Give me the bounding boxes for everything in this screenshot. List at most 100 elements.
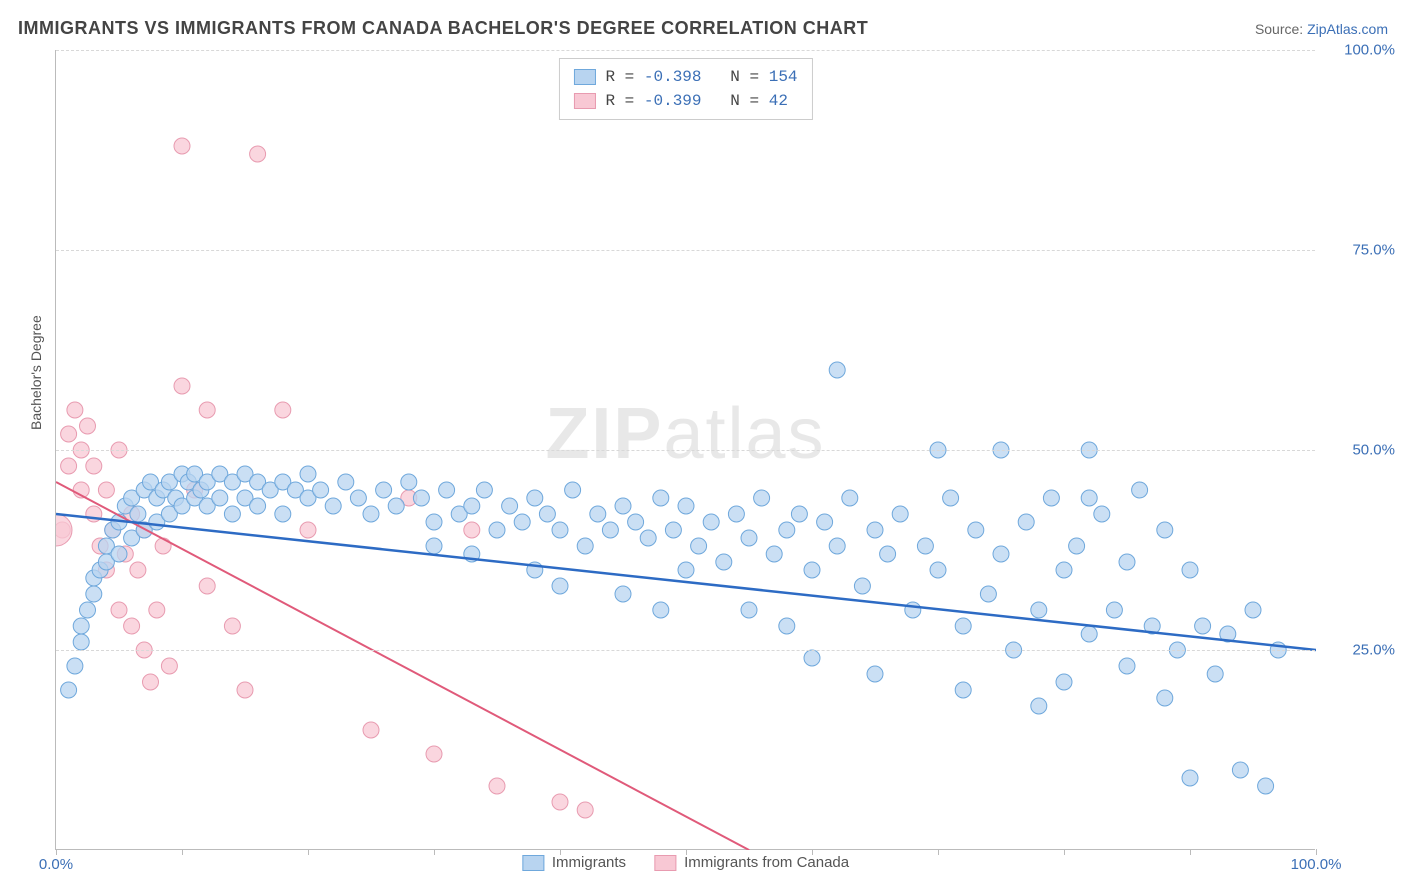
data-point-immigrants <box>527 490 543 506</box>
data-point-immigrants <box>1207 666 1223 682</box>
grid-line <box>56 450 1315 451</box>
data-point-immigrants_canada <box>464 522 480 538</box>
data-point-immigrants <box>111 546 127 562</box>
data-point-immigrants_canada <box>67 402 83 418</box>
data-point-immigrants_canada <box>155 538 171 554</box>
x-tick-label: 100.0% <box>1291 856 1342 873</box>
data-point-immigrants_canada <box>300 522 316 538</box>
legend-label-canada: Immigrants from Canada <box>684 854 849 871</box>
x-tick <box>1064 849 1065 855</box>
x-tick <box>434 849 435 855</box>
data-point-immigrants <box>61 682 77 698</box>
data-point-immigrants_canada <box>174 138 190 154</box>
y-tick-label: 100.0% <box>1325 42 1395 59</box>
data-point-immigrants <box>426 514 442 530</box>
data-point-immigrants <box>1081 626 1097 642</box>
data-point-immigrants <box>1056 674 1072 690</box>
data-point-immigrants <box>880 546 896 562</box>
data-point-immigrants <box>565 482 581 498</box>
data-point-immigrants_canada <box>577 802 593 818</box>
data-point-immigrants <box>993 546 1009 562</box>
data-point-immigrants <box>86 586 102 602</box>
chart-title: IMMIGRANTS VS IMMIGRANTS FROM CANADA BAC… <box>18 18 868 39</box>
data-point-immigrants <box>514 514 530 530</box>
data-point-immigrants <box>73 618 89 634</box>
data-point-immigrants <box>80 602 96 618</box>
data-point-immigrants <box>439 482 455 498</box>
data-point-immigrants_canada <box>489 778 505 794</box>
x-tick <box>686 849 687 855</box>
data-point-immigrants <box>413 490 429 506</box>
data-point-immigrants <box>1132 482 1148 498</box>
data-point-immigrants_canada <box>61 458 77 474</box>
data-point-immigrants <box>1056 562 1072 578</box>
x-tick <box>182 849 183 855</box>
data-point-immigrants <box>1031 602 1047 618</box>
data-point-immigrants <box>716 554 732 570</box>
data-point-large <box>40 514 72 546</box>
source-attribution: Source: ZipAtlas.com <box>1255 21 1388 37</box>
data-point-immigrants <box>741 530 757 546</box>
data-point-immigrants <box>350 490 366 506</box>
data-point-immigrants_canada <box>199 578 215 594</box>
data-point-immigrants <box>653 602 669 618</box>
data-point-immigrants <box>779 618 795 634</box>
data-point-immigrants <box>766 546 782 562</box>
data-point-immigrants <box>1195 618 1211 634</box>
data-point-immigrants_canada <box>237 682 253 698</box>
legend-swatch-canada-bottom <box>654 855 676 871</box>
data-point-immigrants_canada <box>250 146 266 162</box>
data-point-immigrants <box>376 482 392 498</box>
data-point-immigrants <box>779 522 795 538</box>
grid-line <box>56 250 1315 251</box>
x-tick <box>56 849 57 855</box>
data-point-immigrants <box>300 466 316 482</box>
data-point-immigrants <box>804 562 820 578</box>
data-point-immigrants <box>754 490 770 506</box>
data-point-immigrants <box>1094 506 1110 522</box>
data-point-immigrants <box>1081 490 1097 506</box>
data-point-immigrants <box>489 522 505 538</box>
data-point-immigrants <box>1119 658 1135 674</box>
data-point-immigrants <box>1031 698 1047 714</box>
data-point-immigrants_canada <box>143 674 159 690</box>
data-point-immigrants <box>313 482 329 498</box>
data-point-immigrants <box>1245 602 1261 618</box>
data-point-immigrants <box>130 506 146 522</box>
stats-row-2: R = -0.399 N = 42 <box>573 89 797 113</box>
data-point-immigrants_canada <box>199 402 215 418</box>
data-point-immigrants <box>653 490 669 506</box>
data-point-immigrants <box>602 522 618 538</box>
data-point-immigrants <box>1157 522 1173 538</box>
data-point-immigrants_canada <box>149 602 165 618</box>
data-point-immigrants <box>363 506 379 522</box>
data-point-immigrants <box>1043 490 1059 506</box>
data-point-immigrants <box>804 650 820 666</box>
data-point-immigrants <box>1069 538 1085 554</box>
legend-label-immigrants: Immigrants <box>552 854 626 871</box>
stats-row-1: R = -0.398 N = 154 <box>573 65 797 89</box>
data-point-immigrants <box>829 362 845 378</box>
data-point-immigrants <box>539 506 555 522</box>
x-tick <box>1190 849 1191 855</box>
data-point-immigrants <box>73 634 89 650</box>
x-tick-label: 0.0% <box>39 856 73 873</box>
data-point-immigrants <box>867 522 883 538</box>
data-point-immigrants <box>955 618 971 634</box>
source-label: Source: <box>1255 21 1303 37</box>
data-point-immigrants <box>817 514 833 530</box>
data-point-immigrants_canada <box>552 794 568 810</box>
data-point-immigrants_canada <box>86 458 102 474</box>
data-point-immigrants <box>615 586 631 602</box>
data-point-immigrants <box>502 498 518 514</box>
data-point-immigrants_canada <box>130 562 146 578</box>
source-link[interactable]: ZipAtlas.com <box>1307 21 1388 37</box>
data-point-immigrants <box>728 506 744 522</box>
bottom-legend: Immigrants Immigrants from Canada <box>522 854 849 871</box>
data-point-immigrants <box>628 514 644 530</box>
data-point-immigrants_canada <box>174 378 190 394</box>
data-point-immigrants_canada <box>363 722 379 738</box>
data-point-immigrants_canada <box>224 618 240 634</box>
legend-item-canada: Immigrants from Canada <box>654 854 849 871</box>
data-point-immigrants <box>691 538 707 554</box>
